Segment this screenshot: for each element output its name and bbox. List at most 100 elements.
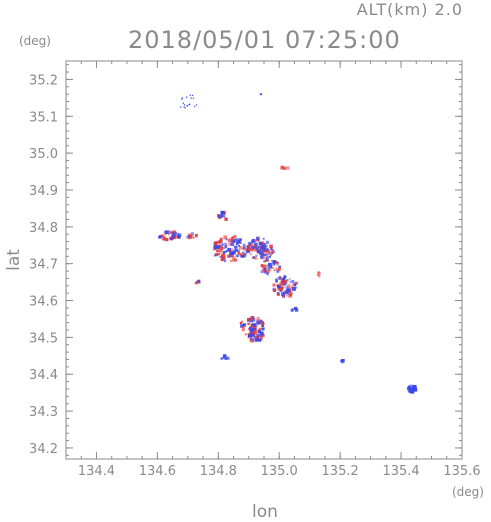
- echo-pixel: [239, 242, 241, 245]
- echo-pixel: [408, 386, 412, 389]
- echo-pixel: [252, 334, 256, 338]
- echo-pixel: [248, 322, 251, 325]
- echo-pixel: [278, 282, 282, 285]
- echo-pixel: [190, 97, 192, 99]
- echo-pixel: [247, 336, 250, 339]
- echo-pixel: [295, 286, 298, 289]
- echo-pixel: [407, 389, 410, 392]
- echo-pixel: [254, 329, 259, 333]
- echo-pixel: [270, 250, 274, 254]
- echo-pixel: [247, 317, 251, 322]
- echo-pixel: [262, 237, 265, 240]
- echo-pixel: [195, 104, 198, 106]
- echo-pixel: [273, 262, 276, 266]
- echo-pixel: [223, 211, 226, 214]
- echo-pixel: [279, 276, 282, 280]
- echo-pixel: [222, 251, 226, 254]
- x-tick-label: 135.2: [322, 464, 359, 479]
- echo-pixel: [243, 253, 247, 257]
- echo-pixel: [289, 293, 292, 297]
- echo-pixel: [258, 334, 261, 337]
- echo-pixel: [188, 233, 191, 236]
- echo-pixel: [269, 266, 273, 269]
- echo-pixel: [178, 233, 182, 237]
- echo-pixel: [190, 232, 195, 236]
- x-tick-label: 135.0: [261, 464, 298, 479]
- echo-pixel: [219, 237, 223, 241]
- echo-pixel: [262, 256, 265, 260]
- echo-pixel: [257, 239, 260, 242]
- echo-pixel: [238, 244, 240, 247]
- echo-pixel: [251, 329, 255, 332]
- echo-pixel: [247, 322, 250, 325]
- echo-pixel: [249, 328, 254, 332]
- timestamp-title: 2018/05/01 07:25:00: [128, 26, 401, 54]
- echo-pixel: [223, 259, 227, 263]
- echo-pixel: [167, 230, 172, 234]
- echo-pixel: [254, 335, 258, 339]
- echo-pixel: [262, 323, 265, 325]
- echo-pixel: [240, 324, 244, 328]
- echo-pixel: [221, 241, 223, 244]
- echo-pixel: [287, 288, 292, 293]
- echo-pixel: [251, 238, 256, 243]
- echo-pixel: [259, 246, 262, 249]
- echo-pixel: [196, 282, 199, 285]
- echo-pixel: [265, 240, 270, 244]
- echo-pixel: [266, 248, 269, 251]
- echo-pixel: [263, 245, 267, 249]
- echo-pixel: [289, 291, 293, 295]
- echo-pixel: [260, 270, 264, 274]
- echo-pixel: [255, 240, 257, 243]
- echo-pixel: [255, 338, 258, 341]
- echo-pixel: [229, 259, 233, 263]
- echo-pixel: [248, 333, 253, 338]
- echo-pixel: [177, 234, 181, 239]
- echo-pixel: [230, 251, 234, 255]
- echo-pixel: [262, 241, 265, 244]
- echo-pixel: [232, 250, 236, 255]
- echo-pixel: [240, 253, 244, 258]
- echo-pixel: [260, 253, 264, 257]
- echo-pixel: [408, 388, 413, 393]
- echo-pixel: [188, 235, 193, 239]
- echo-pixel: [239, 253, 242, 256]
- echo-pixel: [181, 97, 184, 99]
- echo-pixel: [218, 217, 221, 219]
- echo-pixel: [259, 248, 262, 251]
- map-frame: [65, 60, 463, 460]
- echo-pixel: [165, 230, 170, 234]
- echo-pixel: [260, 264, 264, 268]
- echo-pixel: [269, 269, 272, 272]
- echo-pixel: [278, 286, 281, 289]
- y-tick-label: 34.4: [29, 368, 58, 383]
- echo-pixel: [276, 263, 279, 266]
- echo-pixel: [182, 102, 184, 104]
- echo-pixel: [224, 245, 227, 249]
- echo-pixel: [280, 165, 284, 169]
- y-tick-label: 34.8: [29, 221, 58, 236]
- echo-pixel: [237, 239, 241, 243]
- echo-pixel: [268, 255, 271, 258]
- y-tick-label: 34.9: [29, 184, 58, 199]
- echo-pixel: [282, 286, 285, 289]
- echo-pixel: [272, 250, 276, 254]
- echo-pixel: [234, 238, 238, 242]
- echo-pixel: [317, 271, 320, 274]
- echo-pixel: [224, 217, 228, 221]
- y-axis-unit: (deg): [19, 34, 51, 48]
- echo-pixel: [263, 264, 267, 268]
- echo-pixel: [276, 261, 279, 264]
- echo-pixel: [248, 334, 251, 337]
- echo-pixel: [220, 214, 224, 218]
- echo-pixel: [272, 262, 276, 266]
- echo-pixel: [227, 254, 231, 258]
- echo-pixel: [257, 332, 261, 335]
- echo-pixel: [234, 248, 238, 252]
- echo-pixel: [164, 237, 169, 242]
- echo-pixel: [266, 259, 269, 262]
- echo-pixel: [280, 283, 283, 286]
- echo-pixel: [232, 240, 235, 243]
- echo-pixel: [235, 241, 239, 245]
- x-tick-label: 134.8: [200, 464, 237, 479]
